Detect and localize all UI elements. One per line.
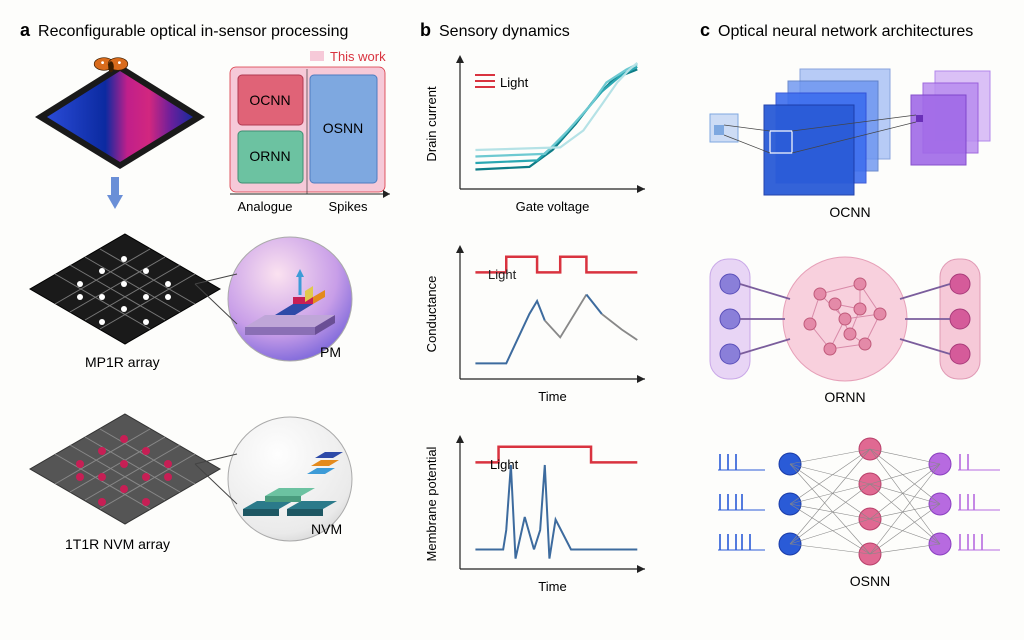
svg-text:Analogue: Analogue	[238, 199, 293, 214]
panel-c-figure: OCNN ORNN	[700, 49, 1000, 609]
svg-text:MP1R array: MP1R array	[85, 354, 160, 370]
panel-c: c Optical neural network architectures	[700, 20, 1000, 620]
panel-b-label: b	[420, 20, 431, 41]
svg-text:Light: Light	[488, 267, 517, 282]
panel-a-figure: This work OCNN ORNN OSNN Analogue Spikes	[20, 49, 400, 609]
svg-text:ORNN: ORNN	[249, 148, 290, 164]
svg-text:Membrane potential: Membrane potential	[424, 446, 439, 561]
svg-text:Light: Light	[500, 75, 529, 90]
panel-a-label: a	[20, 20, 30, 41]
svg-text:Conductance: Conductance	[424, 276, 439, 353]
svg-text:OSNN: OSNN	[850, 573, 890, 589]
svg-text:NVM: NVM	[311, 521, 342, 537]
panel-c-title: Optical neural network architectures	[718, 23, 973, 41]
svg-text:ORNN: ORNN	[824, 389, 865, 405]
panel-a-title: Reconfigurable optical in-sensor process…	[38, 23, 348, 41]
panel-b-figure: Drain current Gate voltage Light Conductan…	[420, 49, 680, 609]
svg-text:Time: Time	[538, 579, 566, 594]
svg-text:1T1R NVM array: 1T1R NVM array	[65, 536, 170, 552]
svg-text:Drain current: Drain current	[424, 86, 439, 162]
svg-text:OSNN: OSNN	[323, 120, 363, 136]
svg-text:PM: PM	[320, 344, 341, 360]
svg-text:Light: Light	[490, 457, 519, 472]
svg-text:OCNN: OCNN	[249, 92, 290, 108]
this-work-legend: This work	[330, 49, 386, 64]
svg-text:OCNN: OCNN	[829, 204, 870, 220]
svg-text:Spikes: Spikes	[328, 199, 368, 214]
panel-b: b Sensory dynamics Drain current Gate vol…	[420, 20, 680, 620]
panel-a: a Reconfigurable optical in-sensor proce…	[20, 20, 400, 620]
svg-text:Time: Time	[538, 389, 566, 404]
panel-b-title: Sensory dynamics	[439, 23, 570, 41]
svg-text:Gate voltage: Gate voltage	[516, 199, 590, 214]
panel-c-label: c	[700, 20, 710, 41]
